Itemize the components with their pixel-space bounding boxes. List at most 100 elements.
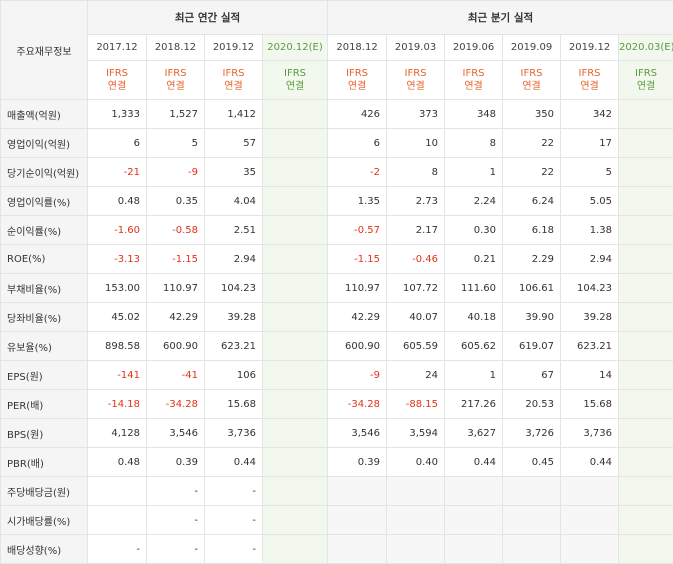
value-cell: -9: [328, 361, 387, 390]
ifrs-badge-standard: IFRS: [147, 67, 204, 80]
ifrs-badge-standard: IFRS: [445, 67, 502, 80]
value-cell: [328, 506, 387, 535]
value-cell: [328, 477, 387, 506]
value-cell: 350: [503, 100, 561, 129]
value-cell: -0.58: [147, 216, 205, 245]
value-cell: [561, 535, 619, 564]
value-cell: [619, 506, 673, 535]
value-cell: [619, 390, 673, 419]
value-cell: 3,736: [561, 419, 619, 448]
value-cell: 348: [445, 100, 503, 129]
value-cell: [263, 390, 328, 419]
row-label: 영업이익(억원): [1, 129, 88, 158]
value-cell: 40.07: [387, 303, 445, 332]
value-cell: [88, 506, 147, 535]
value-cell: 5: [561, 158, 619, 187]
ifrs-badge-scope: 연결: [205, 80, 262, 93]
value-cell: [263, 448, 328, 477]
ifrs-badge-scope: 연결: [503, 80, 560, 93]
value-cell: 67: [503, 361, 561, 390]
value-cell: -1.15: [147, 245, 205, 274]
value-cell: [387, 506, 445, 535]
table-row: 배당성향(%)---: [1, 535, 673, 564]
value-cell: 106.61: [503, 274, 561, 303]
value-cell: -: [147, 477, 205, 506]
value-cell: -34.28: [147, 390, 205, 419]
value-cell: [387, 535, 445, 564]
value-cell: 15.68: [561, 390, 619, 419]
value-cell: 107.72: [387, 274, 445, 303]
value-cell: [503, 477, 561, 506]
value-cell: 42.29: [328, 303, 387, 332]
value-cell: 104.23: [561, 274, 619, 303]
value-cell: 5.05: [561, 187, 619, 216]
value-cell: 0.39: [147, 448, 205, 477]
value-cell: [619, 477, 673, 506]
value-cell: 3,627: [445, 419, 503, 448]
value-cell: [619, 245, 673, 274]
value-cell: [263, 245, 328, 274]
value-cell: -14.18: [88, 390, 147, 419]
value-cell: [263, 332, 328, 361]
value-cell: 605.59: [387, 332, 445, 361]
row-label: ROE(%): [1, 245, 88, 274]
row-label: 시가배당률(%): [1, 506, 88, 535]
value-cell: 17: [561, 129, 619, 158]
annual-group-header: 최근 연간 실적: [88, 1, 328, 35]
value-cell: 35: [205, 158, 263, 187]
value-cell: 42.29: [147, 303, 205, 332]
value-cell: 0.48: [88, 187, 147, 216]
value-cell: 6: [88, 129, 147, 158]
value-cell: [619, 129, 673, 158]
value-cell: 0.21: [445, 245, 503, 274]
period-header: 2018.12: [147, 35, 205, 61]
value-cell: [619, 303, 673, 332]
value-cell: 0.45: [503, 448, 561, 477]
value-cell: 104.23: [205, 274, 263, 303]
value-cell: 0.44: [561, 448, 619, 477]
value-cell: [445, 506, 503, 535]
value-cell: 39.28: [205, 303, 263, 332]
value-cell: 2.73: [387, 187, 445, 216]
value-cell: [263, 129, 328, 158]
value-cell: 3,546: [328, 419, 387, 448]
row-label: 순이익률(%): [1, 216, 88, 245]
row-label: 매출액(억원): [1, 100, 88, 129]
value-cell: [445, 477, 503, 506]
value-cell: 898.58: [88, 332, 147, 361]
value-cell: -41: [147, 361, 205, 390]
period-header: 2017.12: [88, 35, 147, 61]
value-cell: 0.44: [445, 448, 503, 477]
value-cell: -1.15: [328, 245, 387, 274]
period-header: 2020.03(E): [619, 35, 673, 61]
value-cell: -0.46: [387, 245, 445, 274]
value-cell: -: [147, 506, 205, 535]
value-cell: [619, 274, 673, 303]
value-cell: 3,736: [205, 419, 263, 448]
value-cell: -21: [88, 158, 147, 187]
value-cell: 2.29: [503, 245, 561, 274]
value-cell: [88, 477, 147, 506]
value-cell: 373: [387, 100, 445, 129]
value-cell: [263, 477, 328, 506]
value-cell: [263, 274, 328, 303]
value-cell: 6: [328, 129, 387, 158]
period-header: 2018.12: [328, 35, 387, 61]
value-cell: 39.90: [503, 303, 561, 332]
row-label: 배당성향(%): [1, 535, 88, 564]
